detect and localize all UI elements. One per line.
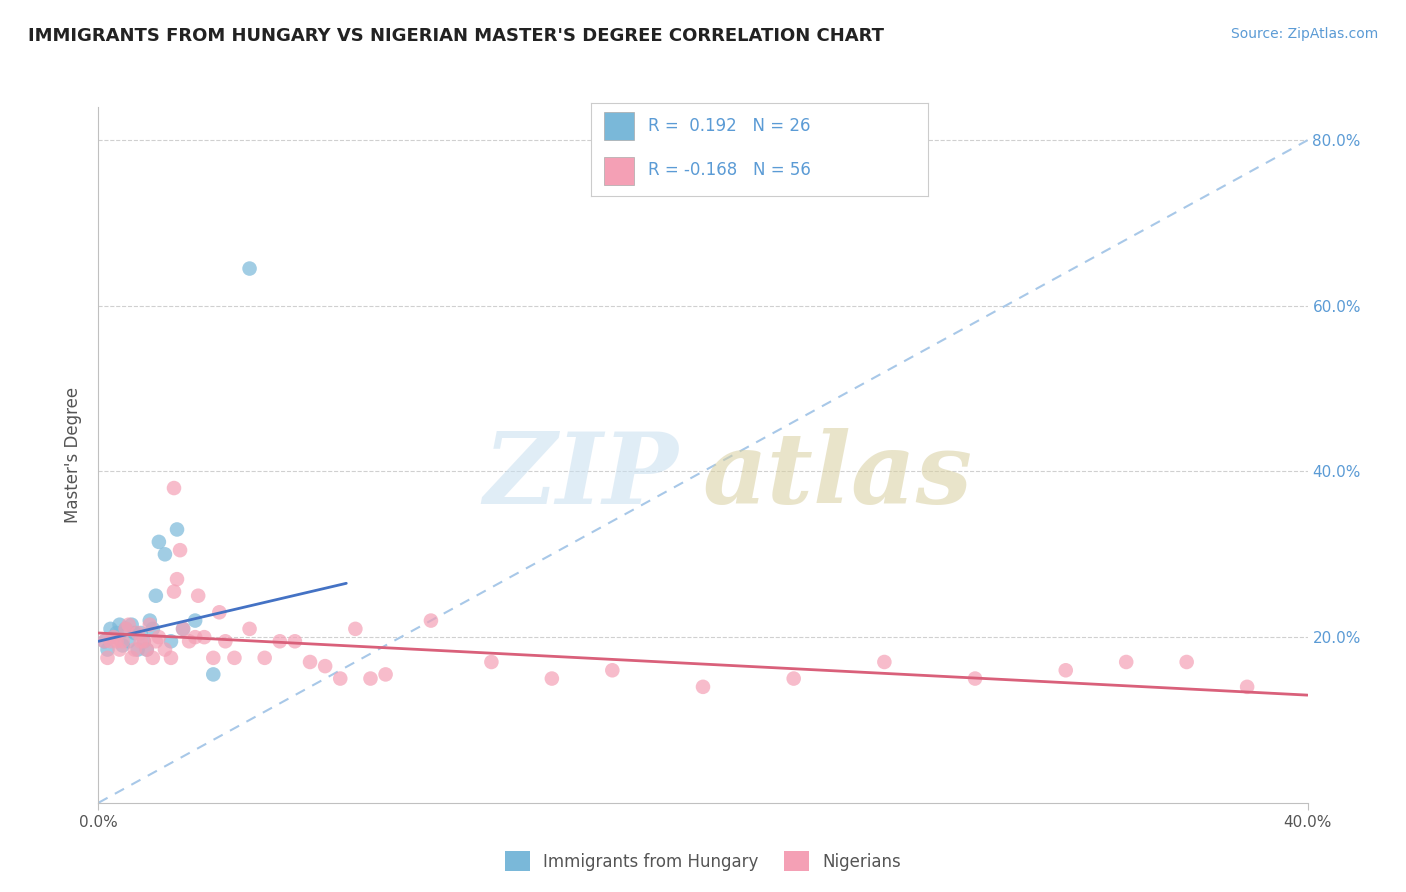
Point xyxy=(239,261,262,276)
Point xyxy=(127,642,149,657)
Point xyxy=(129,634,152,648)
Point xyxy=(284,634,307,648)
Text: ZIP: ZIP xyxy=(484,427,679,524)
Point xyxy=(873,655,896,669)
Point xyxy=(160,634,183,648)
Point xyxy=(118,617,141,632)
Point xyxy=(299,655,322,669)
Point xyxy=(163,584,186,599)
Point xyxy=(145,589,167,603)
Point xyxy=(374,667,396,681)
Point xyxy=(103,630,125,644)
Point xyxy=(121,651,143,665)
Point xyxy=(187,589,209,603)
Text: atlas: atlas xyxy=(703,427,973,524)
Point xyxy=(121,617,143,632)
Point xyxy=(214,634,236,648)
Point xyxy=(193,630,215,644)
Point xyxy=(93,634,115,648)
Point xyxy=(111,634,134,648)
Point xyxy=(148,535,170,549)
Point xyxy=(360,672,382,686)
Point xyxy=(139,617,162,632)
Point xyxy=(602,663,624,677)
Point xyxy=(108,642,131,657)
Point xyxy=(145,634,167,648)
Text: R = -0.168   N = 56: R = -0.168 N = 56 xyxy=(648,161,811,179)
Point xyxy=(239,622,262,636)
Point xyxy=(169,543,191,558)
Point xyxy=(172,622,194,636)
Point xyxy=(184,630,207,644)
Point xyxy=(1115,655,1137,669)
Point xyxy=(344,622,367,636)
Point xyxy=(166,523,188,537)
Point xyxy=(114,622,136,636)
Point xyxy=(135,642,157,657)
Text: R =  0.192   N = 26: R = 0.192 N = 26 xyxy=(648,117,810,135)
Point xyxy=(142,651,165,665)
Y-axis label: Master's Degree: Master's Degree xyxy=(65,387,83,523)
Point xyxy=(103,630,125,644)
Point xyxy=(93,634,115,648)
Point xyxy=(269,634,291,648)
Point xyxy=(96,651,118,665)
Point xyxy=(105,626,128,640)
Point xyxy=(139,614,162,628)
Point xyxy=(179,634,201,648)
Point xyxy=(166,572,188,586)
Point xyxy=(208,605,231,619)
Point xyxy=(100,622,122,636)
Point xyxy=(481,655,503,669)
Point xyxy=(127,626,149,640)
Point xyxy=(153,547,176,561)
Point xyxy=(202,667,225,681)
Point xyxy=(224,651,246,665)
Text: IMMIGRANTS FROM HUNGARY VS NIGERIAN MASTER'S DEGREE CORRELATION CHART: IMMIGRANTS FROM HUNGARY VS NIGERIAN MAST… xyxy=(28,27,884,45)
Point xyxy=(1054,663,1077,677)
Point xyxy=(118,634,141,648)
Point xyxy=(1236,680,1258,694)
Point xyxy=(314,659,336,673)
Point xyxy=(124,642,146,657)
Point xyxy=(540,672,562,686)
Point xyxy=(329,672,352,686)
Point xyxy=(692,680,714,694)
Point xyxy=(783,672,806,686)
Point xyxy=(420,614,443,628)
Point xyxy=(184,614,207,628)
Point xyxy=(202,651,225,665)
Bar xyxy=(605,157,634,185)
Point xyxy=(111,639,134,653)
Legend: Immigrants from Hungary, Nigerians: Immigrants from Hungary, Nigerians xyxy=(499,845,907,878)
Bar xyxy=(605,112,634,140)
Point xyxy=(124,626,146,640)
Point xyxy=(114,622,136,636)
Point xyxy=(96,642,118,657)
Point xyxy=(1175,655,1198,669)
Point xyxy=(253,651,276,665)
Text: Source: ZipAtlas.com: Source: ZipAtlas.com xyxy=(1230,27,1378,41)
Point xyxy=(142,622,165,636)
Point xyxy=(160,651,183,665)
Point xyxy=(153,642,176,657)
Point xyxy=(105,634,128,648)
Point xyxy=(132,634,155,648)
Point xyxy=(163,481,186,495)
Point xyxy=(100,634,122,648)
Point xyxy=(148,630,170,644)
Point xyxy=(135,642,157,657)
Point xyxy=(132,634,155,648)
Point xyxy=(129,626,152,640)
Point xyxy=(965,672,987,686)
Point xyxy=(108,617,131,632)
Point xyxy=(172,622,194,636)
